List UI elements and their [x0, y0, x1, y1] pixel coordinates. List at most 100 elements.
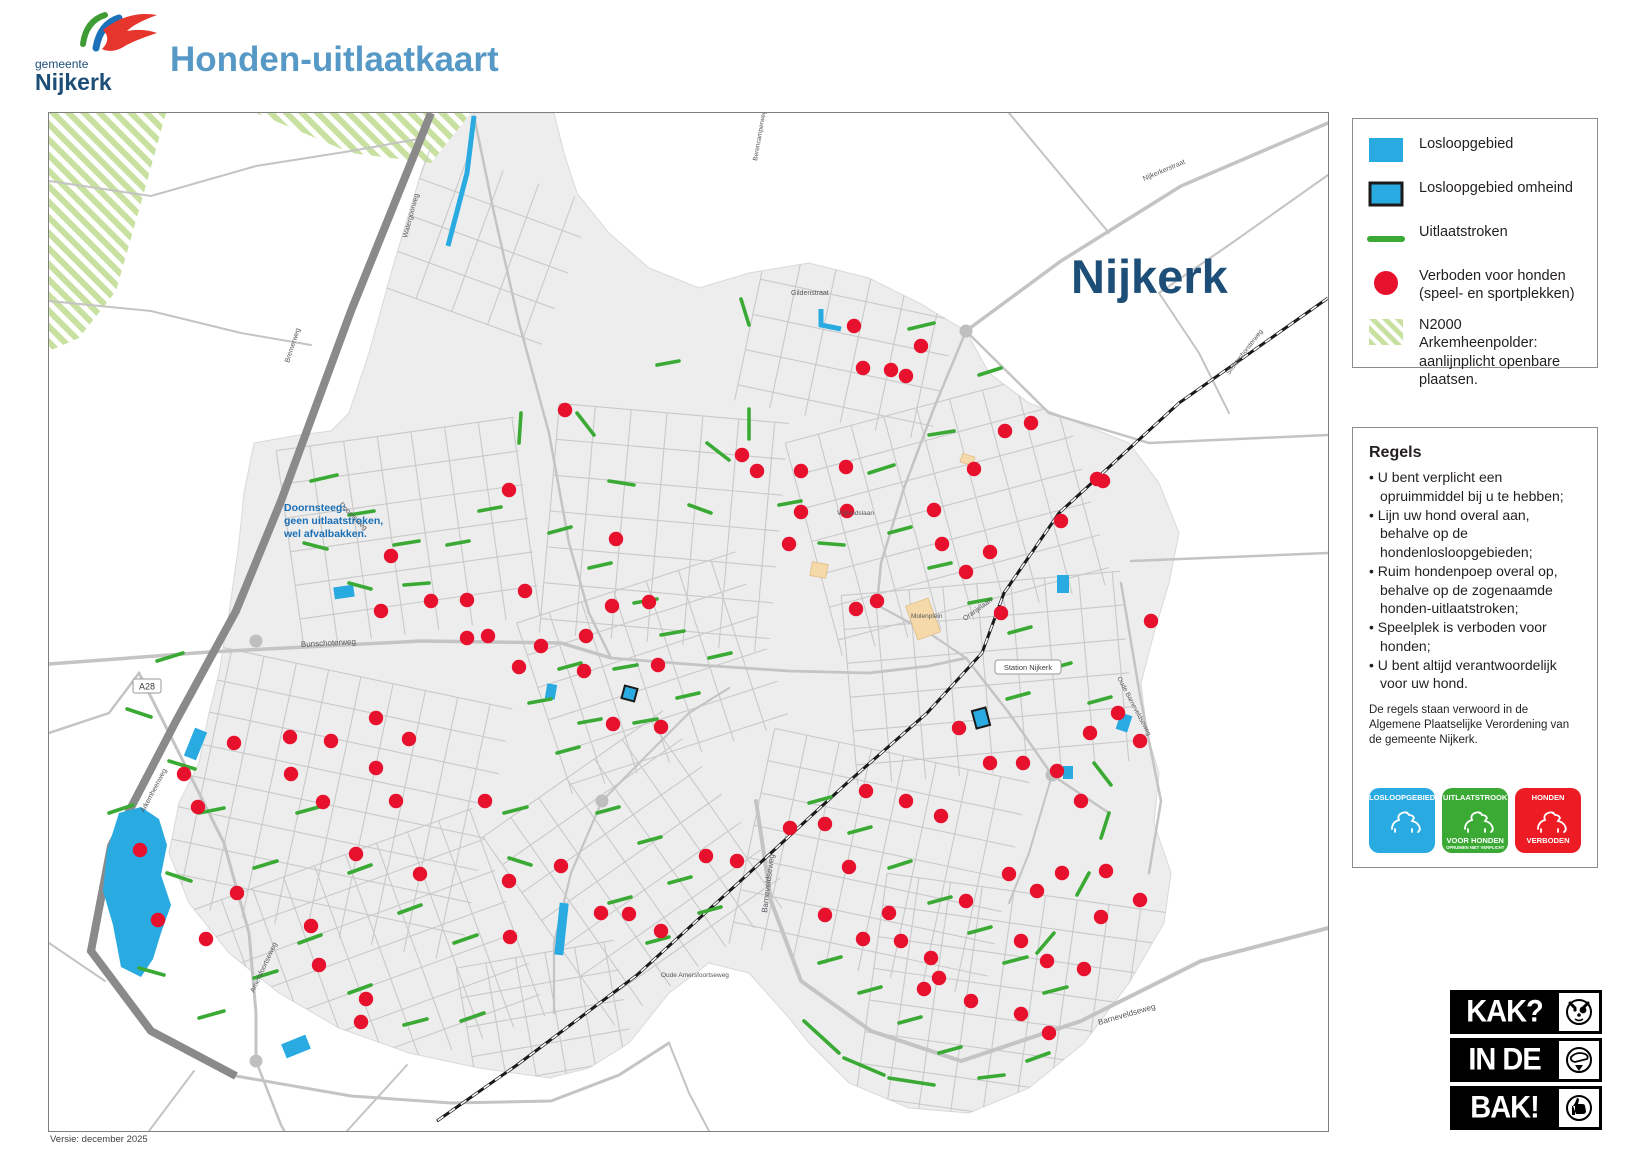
stamp-row: KAK? [1450, 990, 1602, 1034]
verboden-dot [1041, 1025, 1057, 1041]
verboden-dot [923, 950, 939, 966]
verboden-dot [368, 760, 384, 776]
rules-title: Regels [1369, 444, 1422, 461]
losloopgebied [1057, 575, 1069, 593]
verboden-dot [698, 848, 714, 864]
badge-title: LOSLOOPGEBIED [1369, 793, 1436, 802]
verboden-dot [593, 905, 609, 921]
logo-swoosh-icon [80, 12, 157, 52]
badge-uitlaatstrook: UITLAATSTROOK VOOR HONDEN OPRUIMEN NIET VE… [1442, 788, 1509, 853]
verboden-dot [459, 592, 475, 608]
rule-item: Ruim hondenpoep overal op, behalve op de… [1369, 562, 1581, 618]
verboden-dot [1110, 705, 1126, 721]
verboden-dot [883, 362, 899, 378]
verboden-dot [373, 603, 389, 619]
verboden-dot [480, 628, 496, 644]
stamp-text: BAK! [1470, 1090, 1540, 1126]
verboden-dot [1073, 793, 1089, 809]
station-box [994, 659, 1062, 675]
rules-list: U bent verplicht een opruimmiddel bij u … [1369, 468, 1581, 693]
verboden-dot [533, 638, 549, 654]
road-label: Bunschoterweg [301, 637, 357, 649]
city-name-label: Nijkerk [1071, 250, 1229, 303]
losloopgebied-omheind [620, 684, 639, 703]
badge-row: LOSLOOPGEBIED UITLAATSTROOK VOOR HONDEN OPR… [1369, 788, 1581, 853]
stamp-row: BAK! [1450, 1086, 1602, 1130]
road-label: Slichtenhorsterweg [1225, 328, 1265, 376]
verboden-dot [578, 628, 594, 644]
rules-footer: De regels staan verwoord in de Algemene … [1369, 704, 1570, 746]
scoop-icon [1556, 1041, 1599, 1079]
verboden-dot [311, 957, 327, 973]
roads-layer [47, 112, 1330, 1167]
verboden-dot [176, 766, 192, 782]
badge-dog-icon [1464, 811, 1494, 833]
legend-item: Losloopgebied [1367, 135, 1583, 166]
gemeente-nijkerk-logo: gemeente Nijkerk [35, 6, 165, 106]
verboden-dot [653, 923, 669, 939]
verboden-dot [1076, 961, 1092, 977]
badge-losloopgebied: LOSLOOPGEBIED [1369, 788, 1436, 853]
verboden-dot [132, 842, 148, 858]
verboden-dot [934, 536, 950, 552]
verboden-dot [1132, 892, 1148, 908]
verboden-dot [1053, 513, 1069, 529]
verboden-dot [641, 594, 657, 610]
verboden-dot [793, 463, 809, 479]
verboden-dot [898, 368, 914, 384]
legend-label: Uitlaatstroken [1419, 224, 1508, 240]
losloopgebied [544, 683, 558, 700]
verboden-dot [997, 423, 1013, 439]
verboden-dot [1143, 613, 1159, 629]
verboden-dot [782, 820, 798, 836]
verboden-dot [1039, 953, 1055, 969]
verboden-dot [653, 719, 669, 735]
verboden-dot [1049, 763, 1065, 779]
verboden-dot [412, 866, 428, 882]
verboden-dot [839, 503, 855, 519]
verboden-dot [966, 461, 982, 477]
losloopgebied [554, 902, 569, 956]
legend-swatch-hatch-icon [1369, 319, 1403, 346]
verboden-dot [459, 630, 475, 646]
losloopgebied-strip [445, 115, 477, 247]
verboden-dot [608, 531, 624, 547]
verboden-dot [1098, 863, 1114, 879]
page-title: Honden-uitlaatkaart [170, 40, 499, 79]
badge-subtitle: VERBODEN [1526, 836, 1570, 845]
verboden-dot [190, 799, 206, 815]
verboden-dot [841, 859, 857, 875]
verboden-dot [958, 564, 974, 580]
version-label: Versie: december 2025 [50, 1134, 148, 1145]
verboden-dot [1082, 725, 1098, 741]
losloopgebied [1063, 766, 1073, 779]
a28-label: A28 [139, 682, 155, 692]
stamp-text: IN DE [1468, 1042, 1541, 1078]
verboden-dot [1132, 733, 1148, 749]
rule-item: U bent verplicht een opruimmiddel bij u … [1369, 468, 1581, 506]
verboden-dot [501, 873, 517, 889]
verboden-dot [993, 605, 1009, 621]
verboden-dot [881, 905, 897, 921]
verboden-dot [926, 502, 942, 518]
verboden-dot [353, 1014, 369, 1030]
verboden-dot [749, 463, 765, 479]
verboden-dot [198, 931, 214, 947]
roundabouts-layer [249, 324, 1059, 1068]
verboden-dot [982, 544, 998, 560]
verboden-dot [517, 583, 533, 599]
losloopgebied-lake [103, 807, 171, 977]
legend-swatch-dot-icon [1374, 271, 1398, 295]
verboden-dot [604, 598, 620, 614]
verboden-dot [621, 906, 637, 922]
verboden-dot [846, 318, 862, 334]
road-label: Oude Amersfoortseweg [661, 972, 729, 979]
rules-panel: Regels U bent verplicht een opruimmiddel… [1352, 427, 1598, 868]
verboden-dot [1023, 415, 1039, 431]
verboden-dot [793, 504, 809, 520]
legend-item: Uitlaatstroken [1367, 223, 1583, 254]
verboden-dot [933, 808, 949, 824]
legend-item: Verboden voor honden (speel- en sportple… [1367, 267, 1583, 303]
verboden-dot [781, 536, 797, 552]
road-label: Berencamperweg [752, 113, 768, 161]
